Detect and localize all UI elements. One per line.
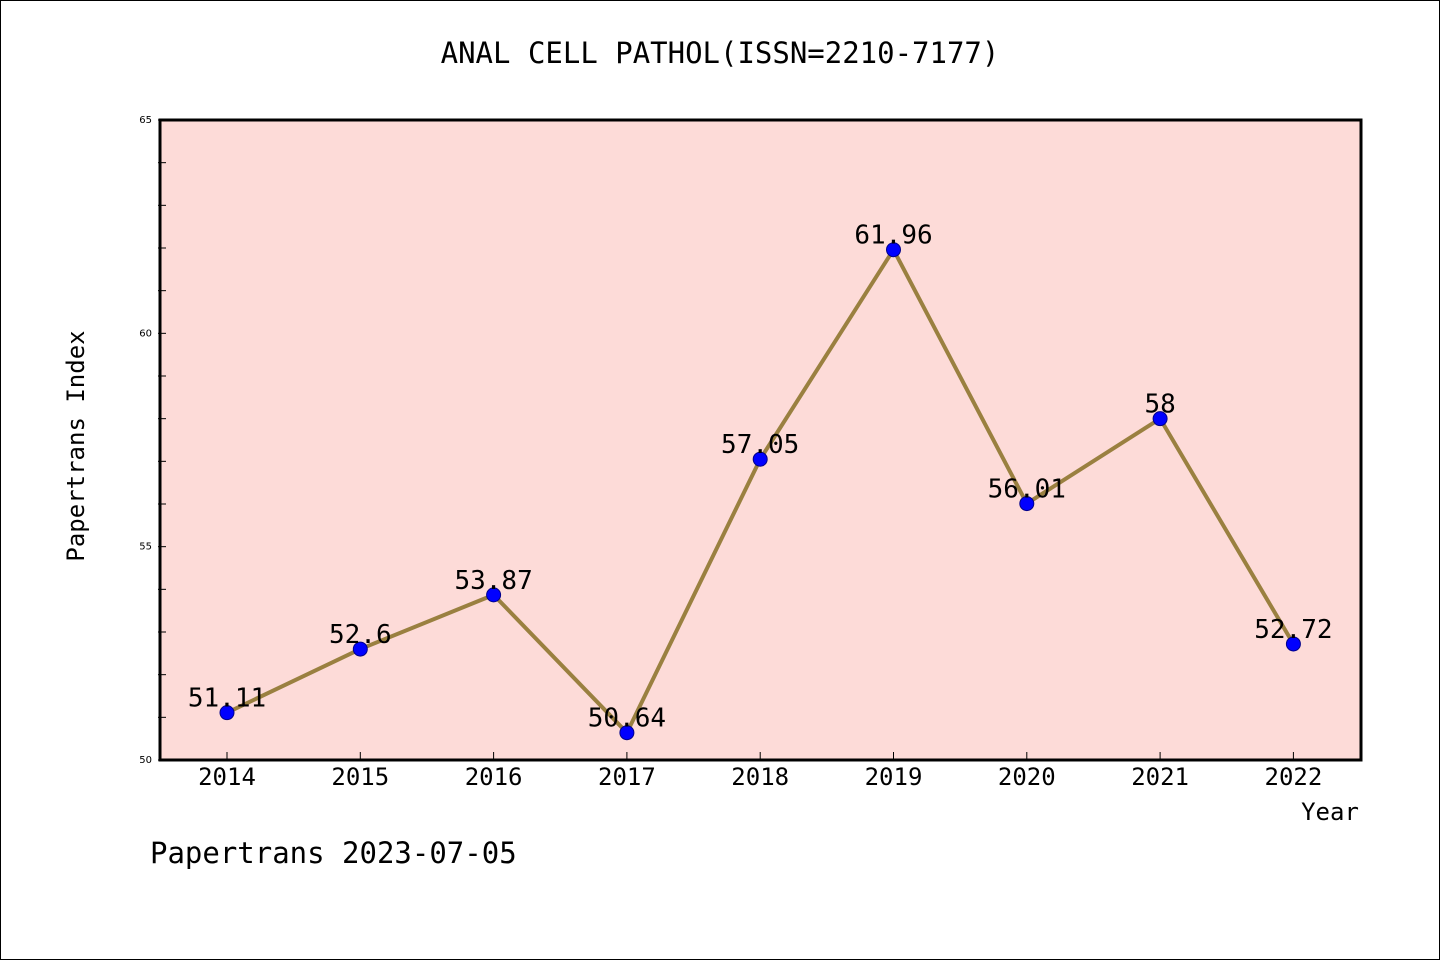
data-label: 51.11 <box>188 684 266 714</box>
y-tick-label: 55 <box>139 542 152 553</box>
data-point <box>619 725 635 741</box>
x-tick-label: 2018 <box>731 763 789 791</box>
y-tick-label: 65 <box>139 115 152 126</box>
x-tick-label: 2014 <box>198 763 256 791</box>
y-tick-label: 60 <box>139 328 152 339</box>
y-tick-label: 50 <box>139 755 152 766</box>
data-label: 52.72 <box>1254 615 1332 645</box>
x-tick-label: 2019 <box>865 763 923 791</box>
x-tick-label: 2016 <box>465 763 523 791</box>
data-point <box>486 587 502 603</box>
x-tick-label: 2021 <box>1131 763 1189 791</box>
data-point <box>1152 411 1168 427</box>
data-point <box>886 242 901 258</box>
x-axis-label: Year <box>1301 798 1359 826</box>
footer-note: Papertrans 2023-07-05 <box>150 836 517 870</box>
x-axis: 2014 2015 2016 2017 2018 2019 2020 2021 2022 <box>198 752 1322 791</box>
x-tick-label: 2017 <box>598 763 656 791</box>
data-label: 52.6 <box>329 620 392 650</box>
y-axis: 50 55 60 65 <box>139 115 166 766</box>
x-tick-label: 2015 <box>331 763 389 791</box>
data-label: 61.96 <box>854 221 932 251</box>
data-label: 50.64 <box>588 704 666 734</box>
data-label: 57.05 <box>721 430 799 460</box>
y-axis-label: Papertrans Index <box>62 330 90 561</box>
data-point <box>352 641 368 657</box>
data-label: 58 <box>1144 390 1175 420</box>
data-point <box>1019 496 1035 512</box>
data-point <box>1285 636 1301 652</box>
data-point <box>219 705 235 721</box>
data-point <box>752 451 768 467</box>
data-label: 53.87 <box>454 566 532 596</box>
x-tick-label: 2020 <box>998 763 1056 791</box>
series-line: 51.11 52.6 53.87 50.64 57.05 61.96 56.01 58 52.7… <box>188 221 1333 741</box>
x-tick-label: 2022 <box>1265 763 1323 791</box>
chart-title: ANAL CELL PATHOL(ISSN=2210-7177) <box>440 36 1000 70</box>
data-label: 56.01 <box>988 475 1066 505</box>
